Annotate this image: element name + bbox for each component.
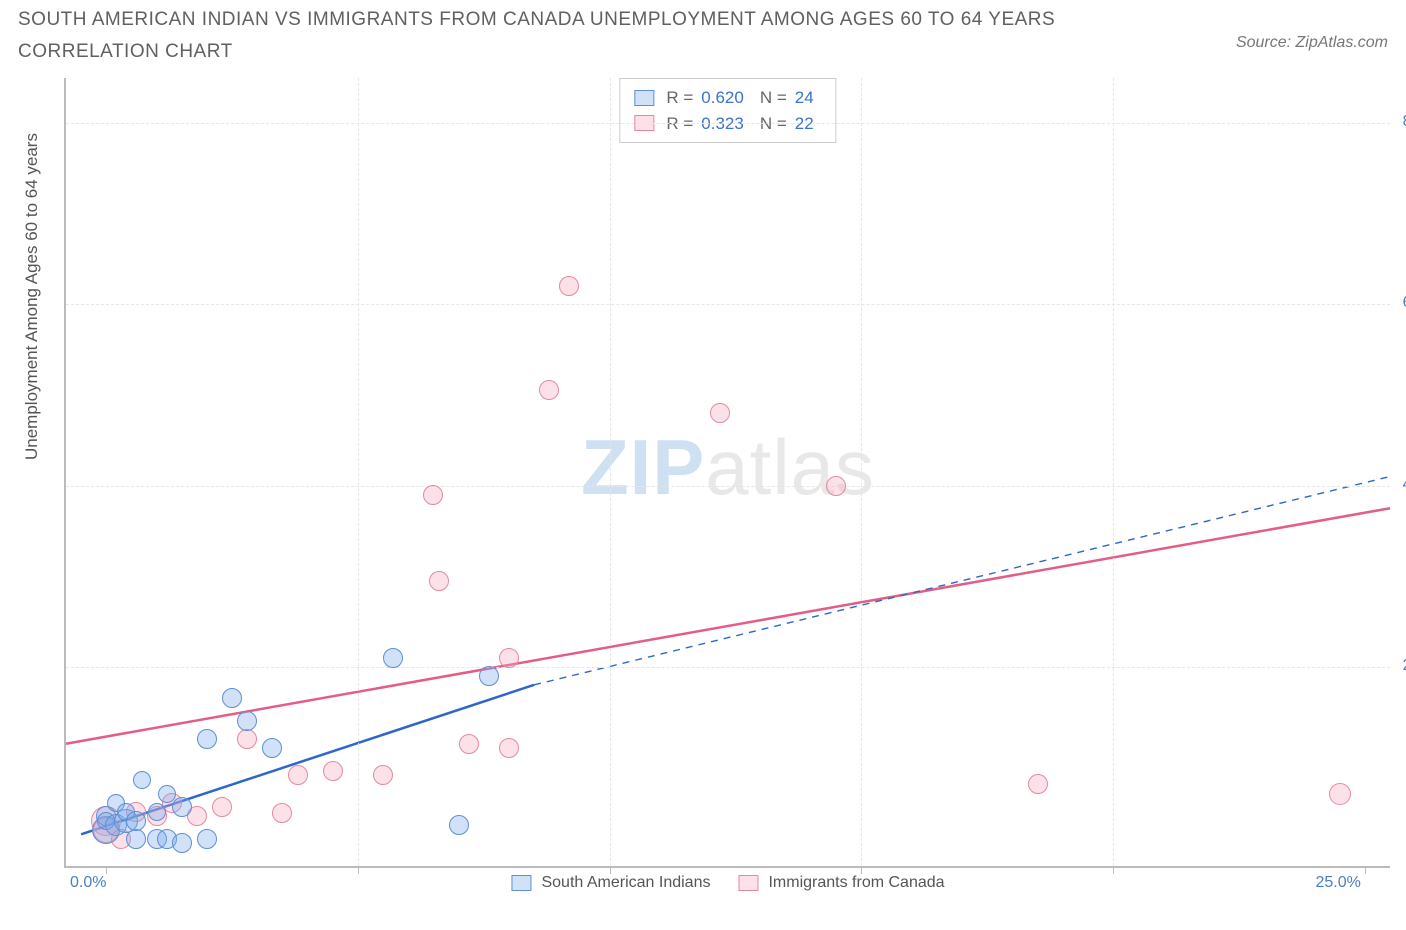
xtick-mark bbox=[106, 866, 107, 874]
point-series-b bbox=[559, 276, 579, 296]
stats-row: R = 0.620 N = 24 bbox=[634, 85, 821, 111]
legend-label: Immigrants from Canada bbox=[768, 874, 944, 892]
point-series-a bbox=[126, 811, 146, 831]
xtick-mark bbox=[1113, 866, 1114, 874]
ytick-label: 40.0% bbox=[1396, 476, 1406, 494]
stat-label: N = bbox=[760, 85, 787, 111]
bottom-legend: South American Indians Immigrants from C… bbox=[511, 874, 944, 892]
gridline-h bbox=[66, 486, 1390, 487]
ytick-label: 60.0% bbox=[1396, 294, 1406, 312]
stat-r-value: 0.620 bbox=[701, 85, 744, 111]
legend-item: South American Indians bbox=[511, 874, 710, 892]
point-series-a bbox=[172, 833, 192, 853]
point-series-b bbox=[423, 485, 443, 505]
stats-legend: R = 0.620 N = 24 R = 0.323 N = 22 bbox=[619, 78, 836, 143]
gridline-h bbox=[66, 304, 1390, 305]
point-series-b bbox=[710, 403, 730, 423]
point-series-a bbox=[262, 738, 282, 758]
swatch-series-a-icon bbox=[511, 875, 531, 891]
point-series-b bbox=[1329, 783, 1351, 805]
point-series-b bbox=[499, 648, 519, 668]
gridline-v bbox=[358, 78, 359, 866]
trend-line bbox=[534, 477, 1390, 685]
legend-label: South American Indians bbox=[541, 874, 710, 892]
point-series-a bbox=[237, 711, 257, 731]
point-series-a bbox=[222, 688, 242, 708]
stat-label: R = bbox=[666, 85, 693, 111]
point-series-a bbox=[133, 771, 151, 789]
point-series-b bbox=[288, 765, 308, 785]
point-series-b bbox=[323, 761, 343, 781]
xtick-label: 0.0% bbox=[70, 874, 106, 892]
point-series-a bbox=[197, 829, 217, 849]
point-series-a bbox=[126, 829, 146, 849]
gridline-h bbox=[66, 123, 1390, 124]
y-axis-title: Unemployment Among Ages 60 to 64 years bbox=[22, 133, 42, 460]
point-series-a bbox=[172, 797, 192, 817]
point-series-a bbox=[158, 785, 176, 803]
gridline-v bbox=[861, 78, 862, 866]
swatch-series-a-icon bbox=[634, 90, 654, 106]
legend-item: Immigrants from Canada bbox=[738, 874, 944, 892]
ytick-label: 20.0% bbox=[1396, 657, 1406, 675]
source-caption: Source: ZipAtlas.com bbox=[1236, 34, 1388, 52]
point-series-b bbox=[373, 765, 393, 785]
point-series-a bbox=[197, 729, 217, 749]
stat-n-value: 24 bbox=[795, 85, 814, 111]
point-series-a bbox=[148, 803, 166, 821]
xtick-label: 25.0% bbox=[1315, 874, 1360, 892]
gridline-h bbox=[66, 667, 1390, 668]
point-series-b bbox=[539, 380, 559, 400]
xtick-mark bbox=[861, 866, 862, 874]
xtick-mark bbox=[358, 866, 359, 874]
chart-title: SOUTH AMERICAN INDIAN VS IMMIGRANTS FROM… bbox=[18, 4, 1138, 69]
point-series-a bbox=[449, 815, 469, 835]
point-series-b bbox=[272, 803, 292, 823]
trend-line bbox=[66, 508, 1390, 743]
gridline-v bbox=[1113, 78, 1114, 866]
point-series-b bbox=[237, 729, 257, 749]
point-series-b bbox=[459, 734, 479, 754]
point-series-a bbox=[479, 666, 499, 686]
gridline-v bbox=[610, 78, 611, 866]
xtick-mark bbox=[1365, 866, 1366, 874]
point-series-b bbox=[1028, 774, 1048, 794]
xtick-mark bbox=[610, 866, 611, 874]
point-series-b bbox=[429, 571, 449, 591]
point-series-b bbox=[212, 797, 232, 817]
swatch-series-b-icon bbox=[738, 875, 758, 891]
plot-area: ZIPatlas R = 0.620 N = 24 R = 0.323 N = … bbox=[64, 78, 1390, 868]
ytick-label: 80.0% bbox=[1396, 113, 1406, 131]
point-series-b bbox=[826, 476, 846, 496]
point-series-a bbox=[383, 648, 403, 668]
point-series-b bbox=[499, 738, 519, 758]
